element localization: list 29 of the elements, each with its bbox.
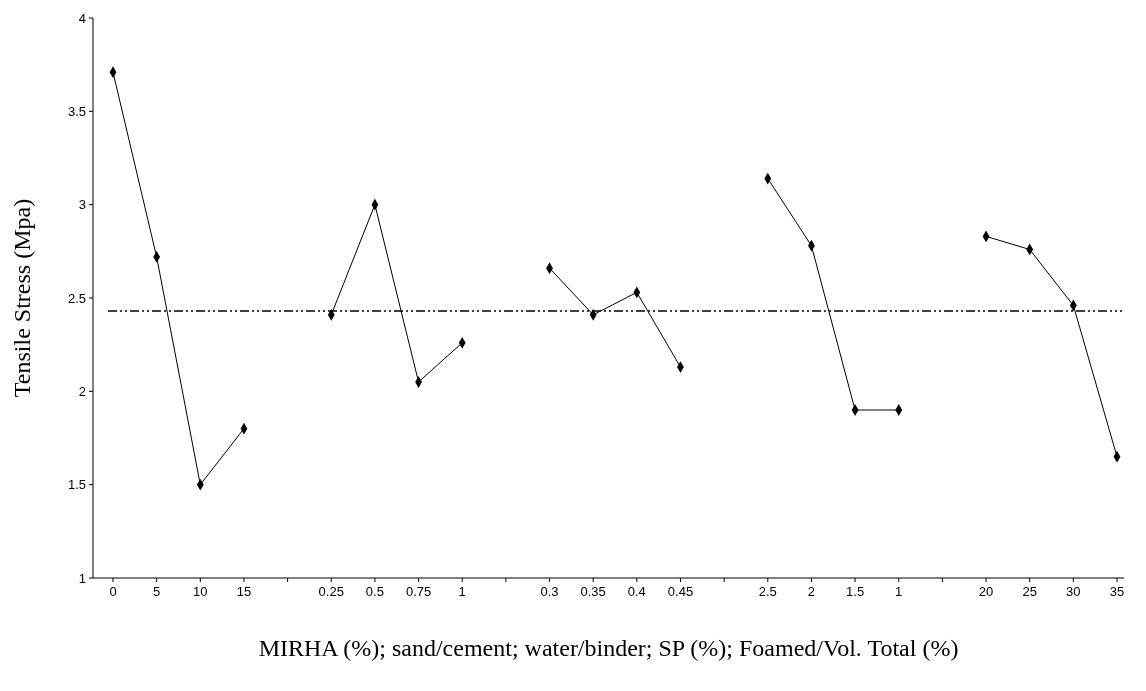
x-tick-label: 15 — [236, 584, 252, 599]
x-tick-label: 25 — [1022, 584, 1037, 599]
x-tick-label: 35 — [1109, 584, 1125, 599]
x-tick-label: 20 — [978, 584, 994, 599]
y-tick-label: 1.5 — [67, 477, 86, 493]
x-tick-label: 1 — [458, 584, 466, 599]
x-tick-label: 0 — [109, 584, 117, 599]
x-tick-label: 5 — [153, 584, 161, 599]
x-tick-label: 0.25 — [318, 584, 344, 599]
y-axis-title: Tensile Stress (Mpa) — [9, 198, 35, 398]
y-tick-label: 3.5 — [67, 103, 86, 119]
x-tick-label: 1.5 — [846, 584, 865, 599]
x-tick-label: 0.3 — [540, 584, 559, 599]
x-tick-label: 2.5 — [758, 584, 777, 599]
x-tick-label: 0.75 — [405, 584, 432, 599]
x-tick-label: 0.35 — [580, 584, 606, 599]
x-tick-label: 0.5 — [365, 584, 384, 599]
y-tick-label: 2.5 — [67, 290, 86, 306]
x-tick-label: 1 — [895, 584, 903, 599]
y-tick-label: 2 — [78, 383, 86, 399]
x-tick-label: 2 — [807, 584, 816, 599]
x-tick-label: 0.45 — [667, 584, 694, 599]
y-tick-label: 1 — [78, 570, 86, 586]
y-tick-label: 3 — [78, 197, 86, 213]
x-axis-title: MIRHA (%); sand/cement; water/binder; SP (%); Foamed/Vol. Total (%) — [258, 635, 959, 661]
y-tick-label: 4 — [78, 10, 86, 26]
x-tick-label: 0.4 — [627, 584, 646, 599]
x-tick-label: 10 — [193, 584, 208, 599]
x-tick-label: 30 — [1066, 584, 1081, 599]
